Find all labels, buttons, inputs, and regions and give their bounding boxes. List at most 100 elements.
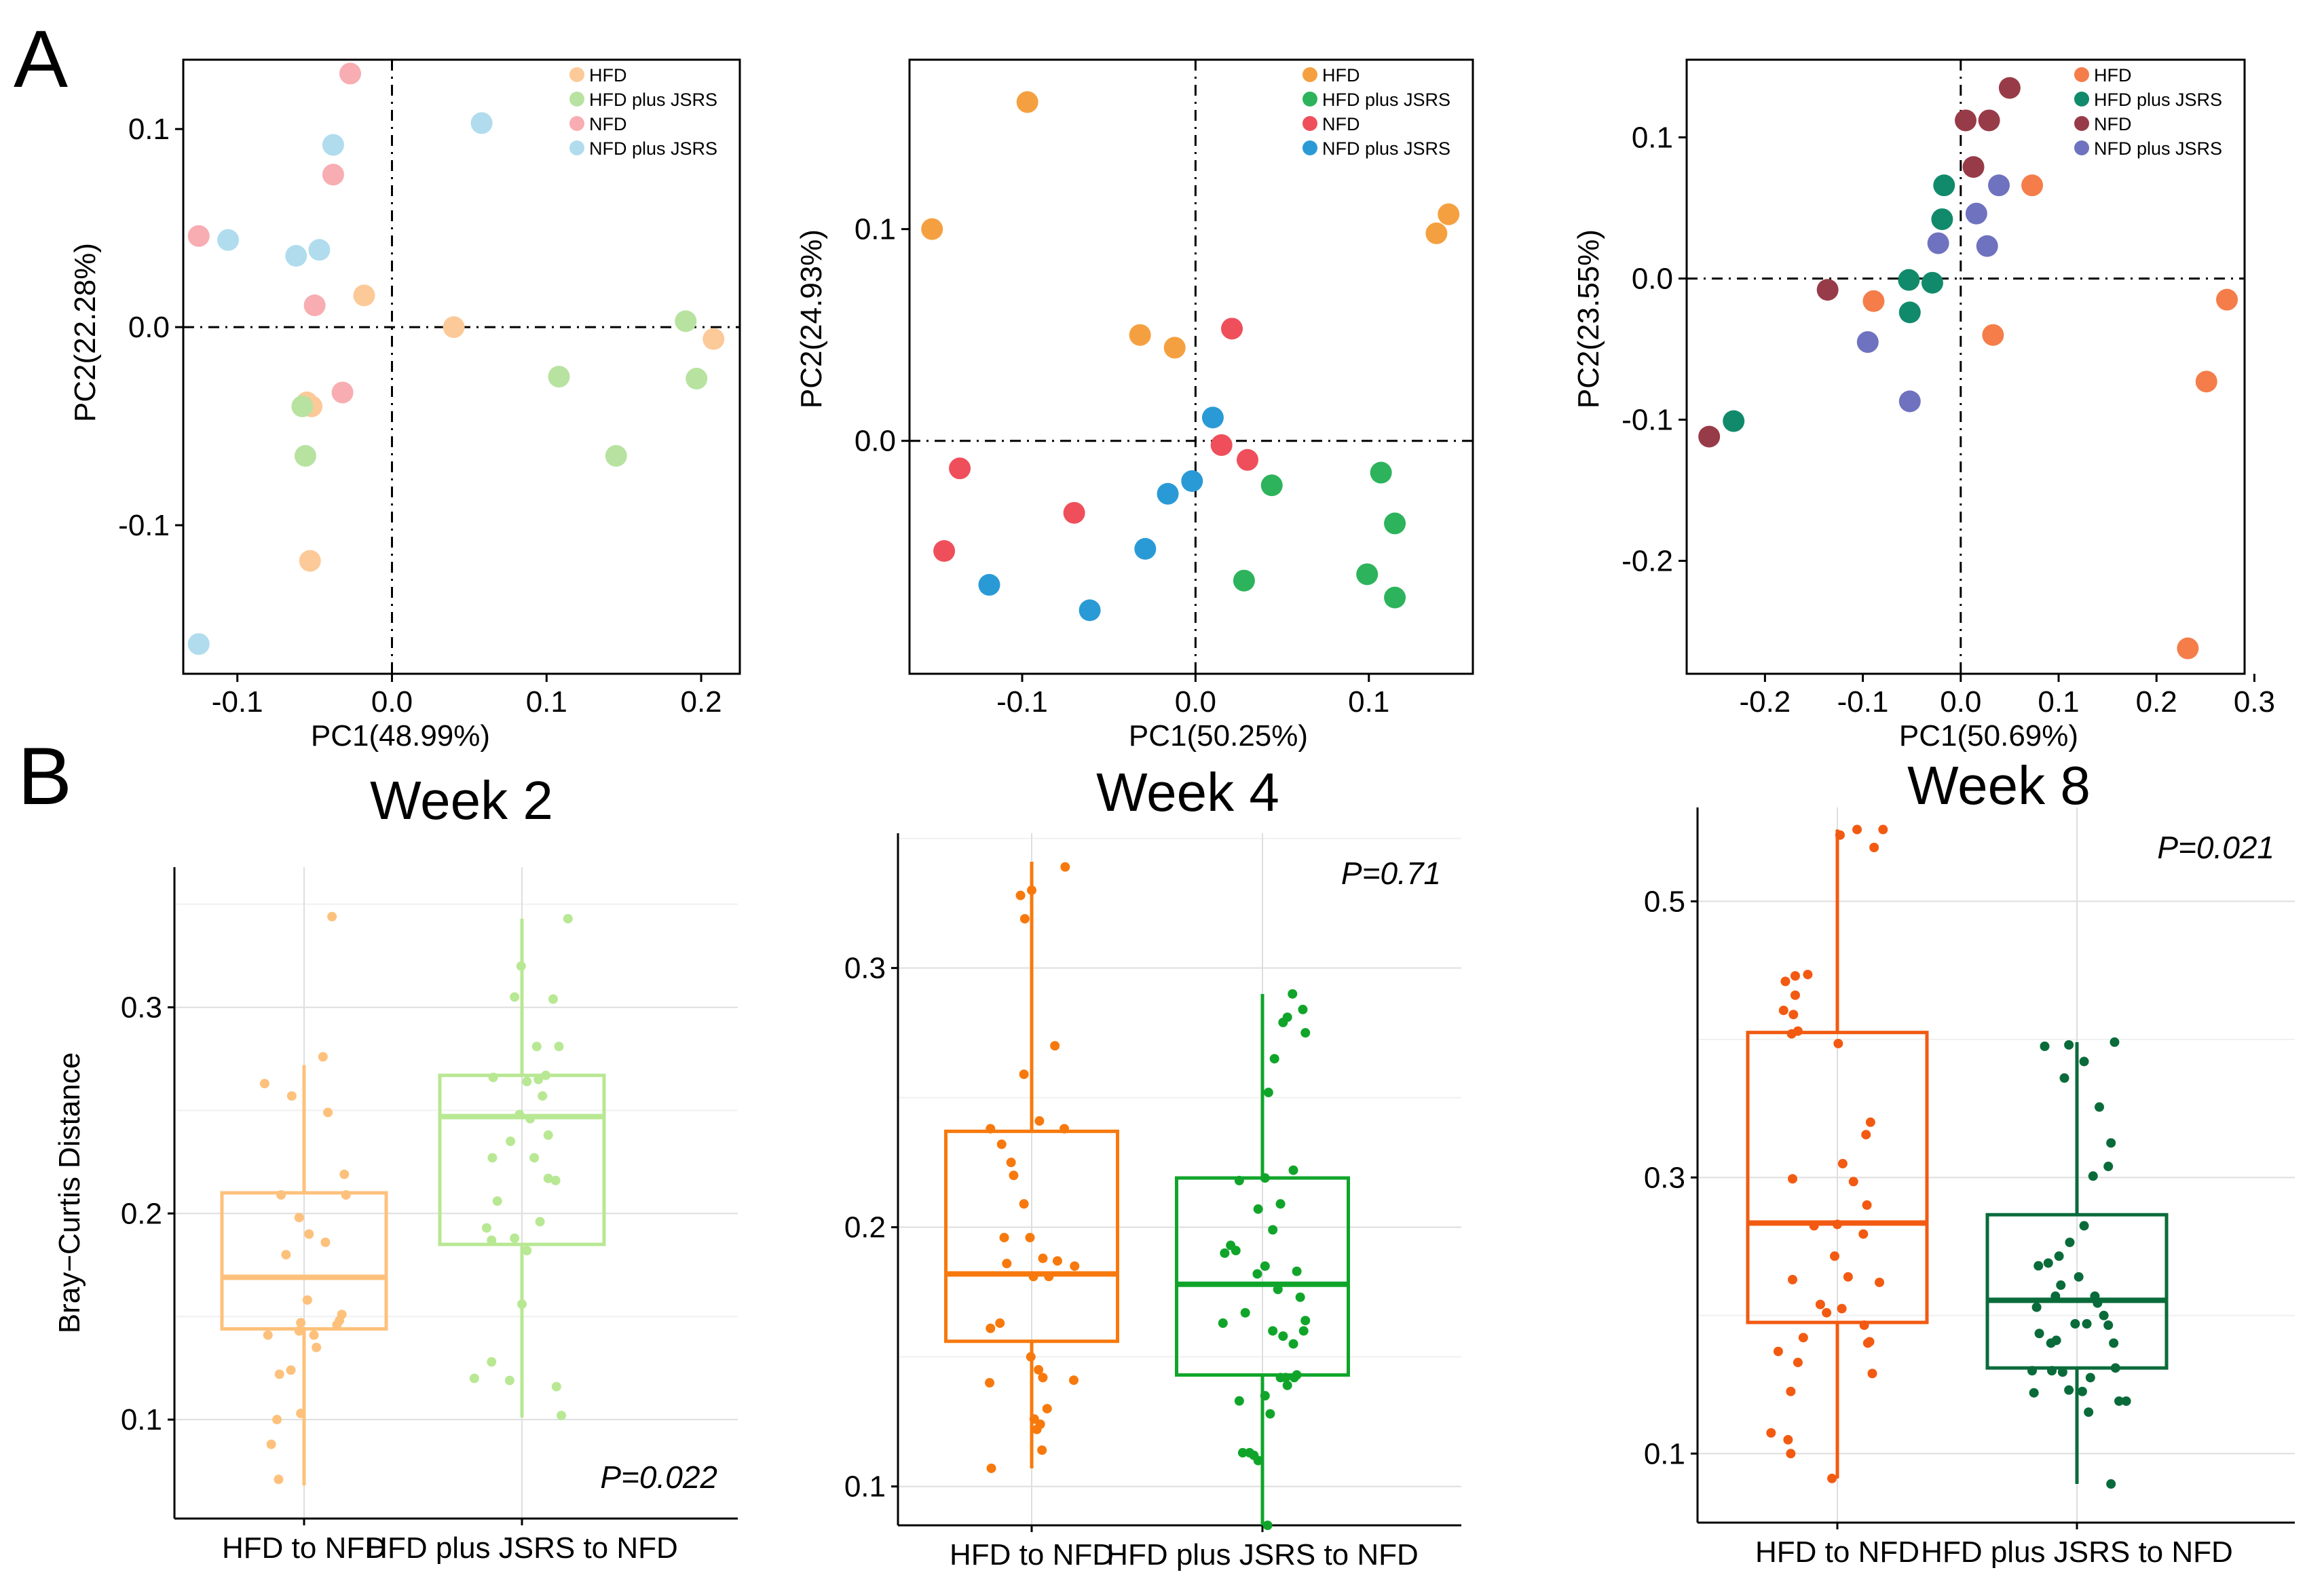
- y-tick-label: 0.1: [121, 1403, 162, 1436]
- jitter-point: [296, 1409, 306, 1419]
- data-point: [2177, 637, 2199, 660]
- jitter-point: [1848, 1177, 1858, 1187]
- jitter-point: [469, 1373, 479, 1384]
- p-value-label: P=0.71: [1341, 856, 1441, 891]
- x-tick-label: 0.2: [680, 685, 721, 719]
- legend-label: HFD plus JSRS: [589, 90, 717, 110]
- y-tick-label: 0.3: [844, 952, 886, 985]
- data-point: [331, 381, 354, 404]
- jitter-point: [2064, 1385, 2074, 1395]
- jitter-point: [320, 1237, 331, 1247]
- data-point: [353, 284, 375, 307]
- jitter-point: [1786, 1386, 1796, 1396]
- legend-marker: [569, 116, 584, 131]
- jitter-point: [492, 1196, 502, 1206]
- jitter-point: [2057, 1367, 2067, 1377]
- jitter-point: [1237, 1448, 1248, 1458]
- jitter-point: [2121, 1396, 2131, 1406]
- jitter-point: [1783, 1434, 1793, 1445]
- jitter-point: [529, 1153, 540, 1163]
- data-point: [2216, 288, 2238, 311]
- jitter-point: [1268, 1326, 1278, 1336]
- jitter-point: [487, 1153, 498, 1163]
- jitter-point: [538, 1091, 548, 1101]
- chart-title-week4: Week 4: [1096, 762, 1279, 822]
- y-axis-label: PC2(23.55%): [1572, 229, 1605, 408]
- y-tick-label: 0.3: [121, 991, 162, 1025]
- jitter-point: [481, 1223, 491, 1233]
- data-point: [1982, 324, 2004, 346]
- jitter-point: [266, 1439, 276, 1449]
- jitter-point: [1060, 862, 1070, 872]
- jitter-point: [487, 1357, 497, 1367]
- data-point: [308, 239, 331, 261]
- y-tick-label: 0.0: [855, 425, 896, 458]
- jitter-point: [1837, 1303, 1847, 1314]
- jitter-point: [550, 1175, 561, 1185]
- legend-label: NFD: [1322, 114, 1360, 134]
- panel-letter-a: A: [14, 14, 68, 104]
- data-point: [285, 245, 307, 267]
- data-point: [1201, 406, 1224, 429]
- jitter-point: [1068, 1375, 1079, 1386]
- jitter-point: [1234, 1396, 1244, 1406]
- jitter-point: [1278, 1331, 1288, 1341]
- y-tick-label: 0.2: [121, 1197, 162, 1230]
- legend-label: NFD: [2094, 114, 2132, 134]
- data-point: [1723, 410, 1745, 432]
- data-point: [1016, 91, 1038, 113]
- data-point: [1816, 279, 1839, 301]
- jitter-point: [327, 911, 337, 921]
- data-point: [1921, 271, 1943, 294]
- jitter-point: [2043, 1258, 2053, 1268]
- jitter-point: [1869, 843, 1879, 853]
- jitter-point: [557, 1411, 567, 1421]
- jitter-point: [1218, 1318, 1228, 1329]
- jitter-point: [1028, 1272, 1038, 1282]
- jitter-point: [286, 1091, 297, 1101]
- jitter-point: [1253, 1455, 1263, 1466]
- jitter-point: [1027, 885, 1036, 896]
- y-tick-label: -0.1: [118, 509, 170, 542]
- jitter-point: [294, 1326, 304, 1336]
- pca-plot-2: -0.1 0.0 0.1 0.0 0.1 PC1(50.25%) PC2(24.93%) HF…: [795, 58, 1474, 752]
- data-point: [1978, 109, 2000, 132]
- box-iqr: [1746, 1031, 1929, 1324]
- jitter-point: [510, 992, 520, 1002]
- panel-letter-b: B: [18, 731, 72, 822]
- jitter-point: [2093, 1298, 2103, 1308]
- y-tick-label: 0.2: [844, 1211, 886, 1244]
- jitter-point: [1766, 1428, 1776, 1438]
- jitter-point: [1833, 1038, 1843, 1048]
- jitter-point: [2047, 1366, 2057, 1376]
- chart-title-week2: Week 2: [370, 770, 553, 831]
- pca-plot-1: -0.1 0.0 0.1 0.2 -0.1 0.0 0.1 PC1(48.99%) PC2(22…: [69, 58, 741, 752]
- jitter-point: [263, 1330, 273, 1340]
- jitter-point: [1288, 1339, 1298, 1349]
- data-point: [1063, 501, 1085, 524]
- jitter-point: [1835, 830, 1845, 840]
- jitter-point: [1032, 1424, 1042, 1434]
- y-axis-label: PC2(24.93%): [795, 229, 828, 408]
- jitter-point: [2029, 1388, 2039, 1398]
- jitter-point: [995, 1318, 1005, 1329]
- jitter-point: [2079, 1056, 2089, 1067]
- jitter-point: [1867, 1369, 1877, 1379]
- data-point: [1856, 331, 1879, 354]
- jitter-point: [1300, 1028, 1311, 1038]
- legend-marker: [2074, 92, 2089, 107]
- data-point: [1862, 290, 1885, 312]
- jitter-point: [323, 1107, 333, 1118]
- data-point: [2195, 370, 2217, 393]
- jitter-point: [504, 1375, 514, 1386]
- jitter-point: [1288, 989, 1298, 999]
- data-point: [1370, 461, 1392, 484]
- jitter-point: [2114, 1396, 2124, 1406]
- jitter-point: [1788, 1010, 1799, 1020]
- jitter-point: [551, 1381, 561, 1392]
- x-axis-label: PC1(48.99%): [311, 719, 490, 752]
- jitter-point: [1231, 1246, 1241, 1256]
- x-tick-label: 0.0: [1175, 685, 1216, 719]
- jitter-point: [274, 1474, 284, 1485]
